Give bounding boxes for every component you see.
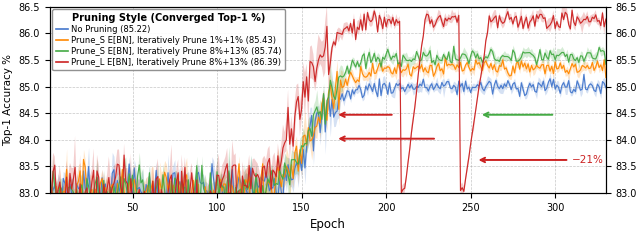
Text: −21%: −21% — [481, 155, 604, 165]
Legend: No Pruning (85.22), Prune_S E[BN], Iteratively Prune 1%+1% (85.43), Prune_S E[BN: No Pruning (85.22), Prune_S E[BN], Itera… — [52, 9, 285, 70]
Y-axis label: Top-1 Accuracy %: Top-1 Accuracy % — [3, 54, 13, 146]
X-axis label: Epoch: Epoch — [310, 218, 346, 231]
